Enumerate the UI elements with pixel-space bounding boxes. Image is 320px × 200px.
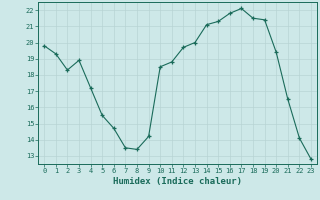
X-axis label: Humidex (Indice chaleur): Humidex (Indice chaleur) [113, 177, 242, 186]
